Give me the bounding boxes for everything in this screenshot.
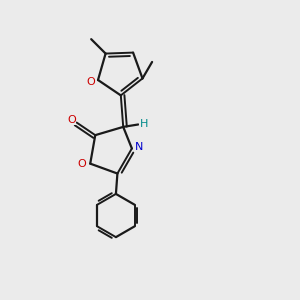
Text: O: O xyxy=(77,159,86,169)
Text: H: H xyxy=(140,119,148,130)
Text: O: O xyxy=(67,115,76,124)
Text: N: N xyxy=(135,142,144,152)
Text: O: O xyxy=(86,76,95,86)
